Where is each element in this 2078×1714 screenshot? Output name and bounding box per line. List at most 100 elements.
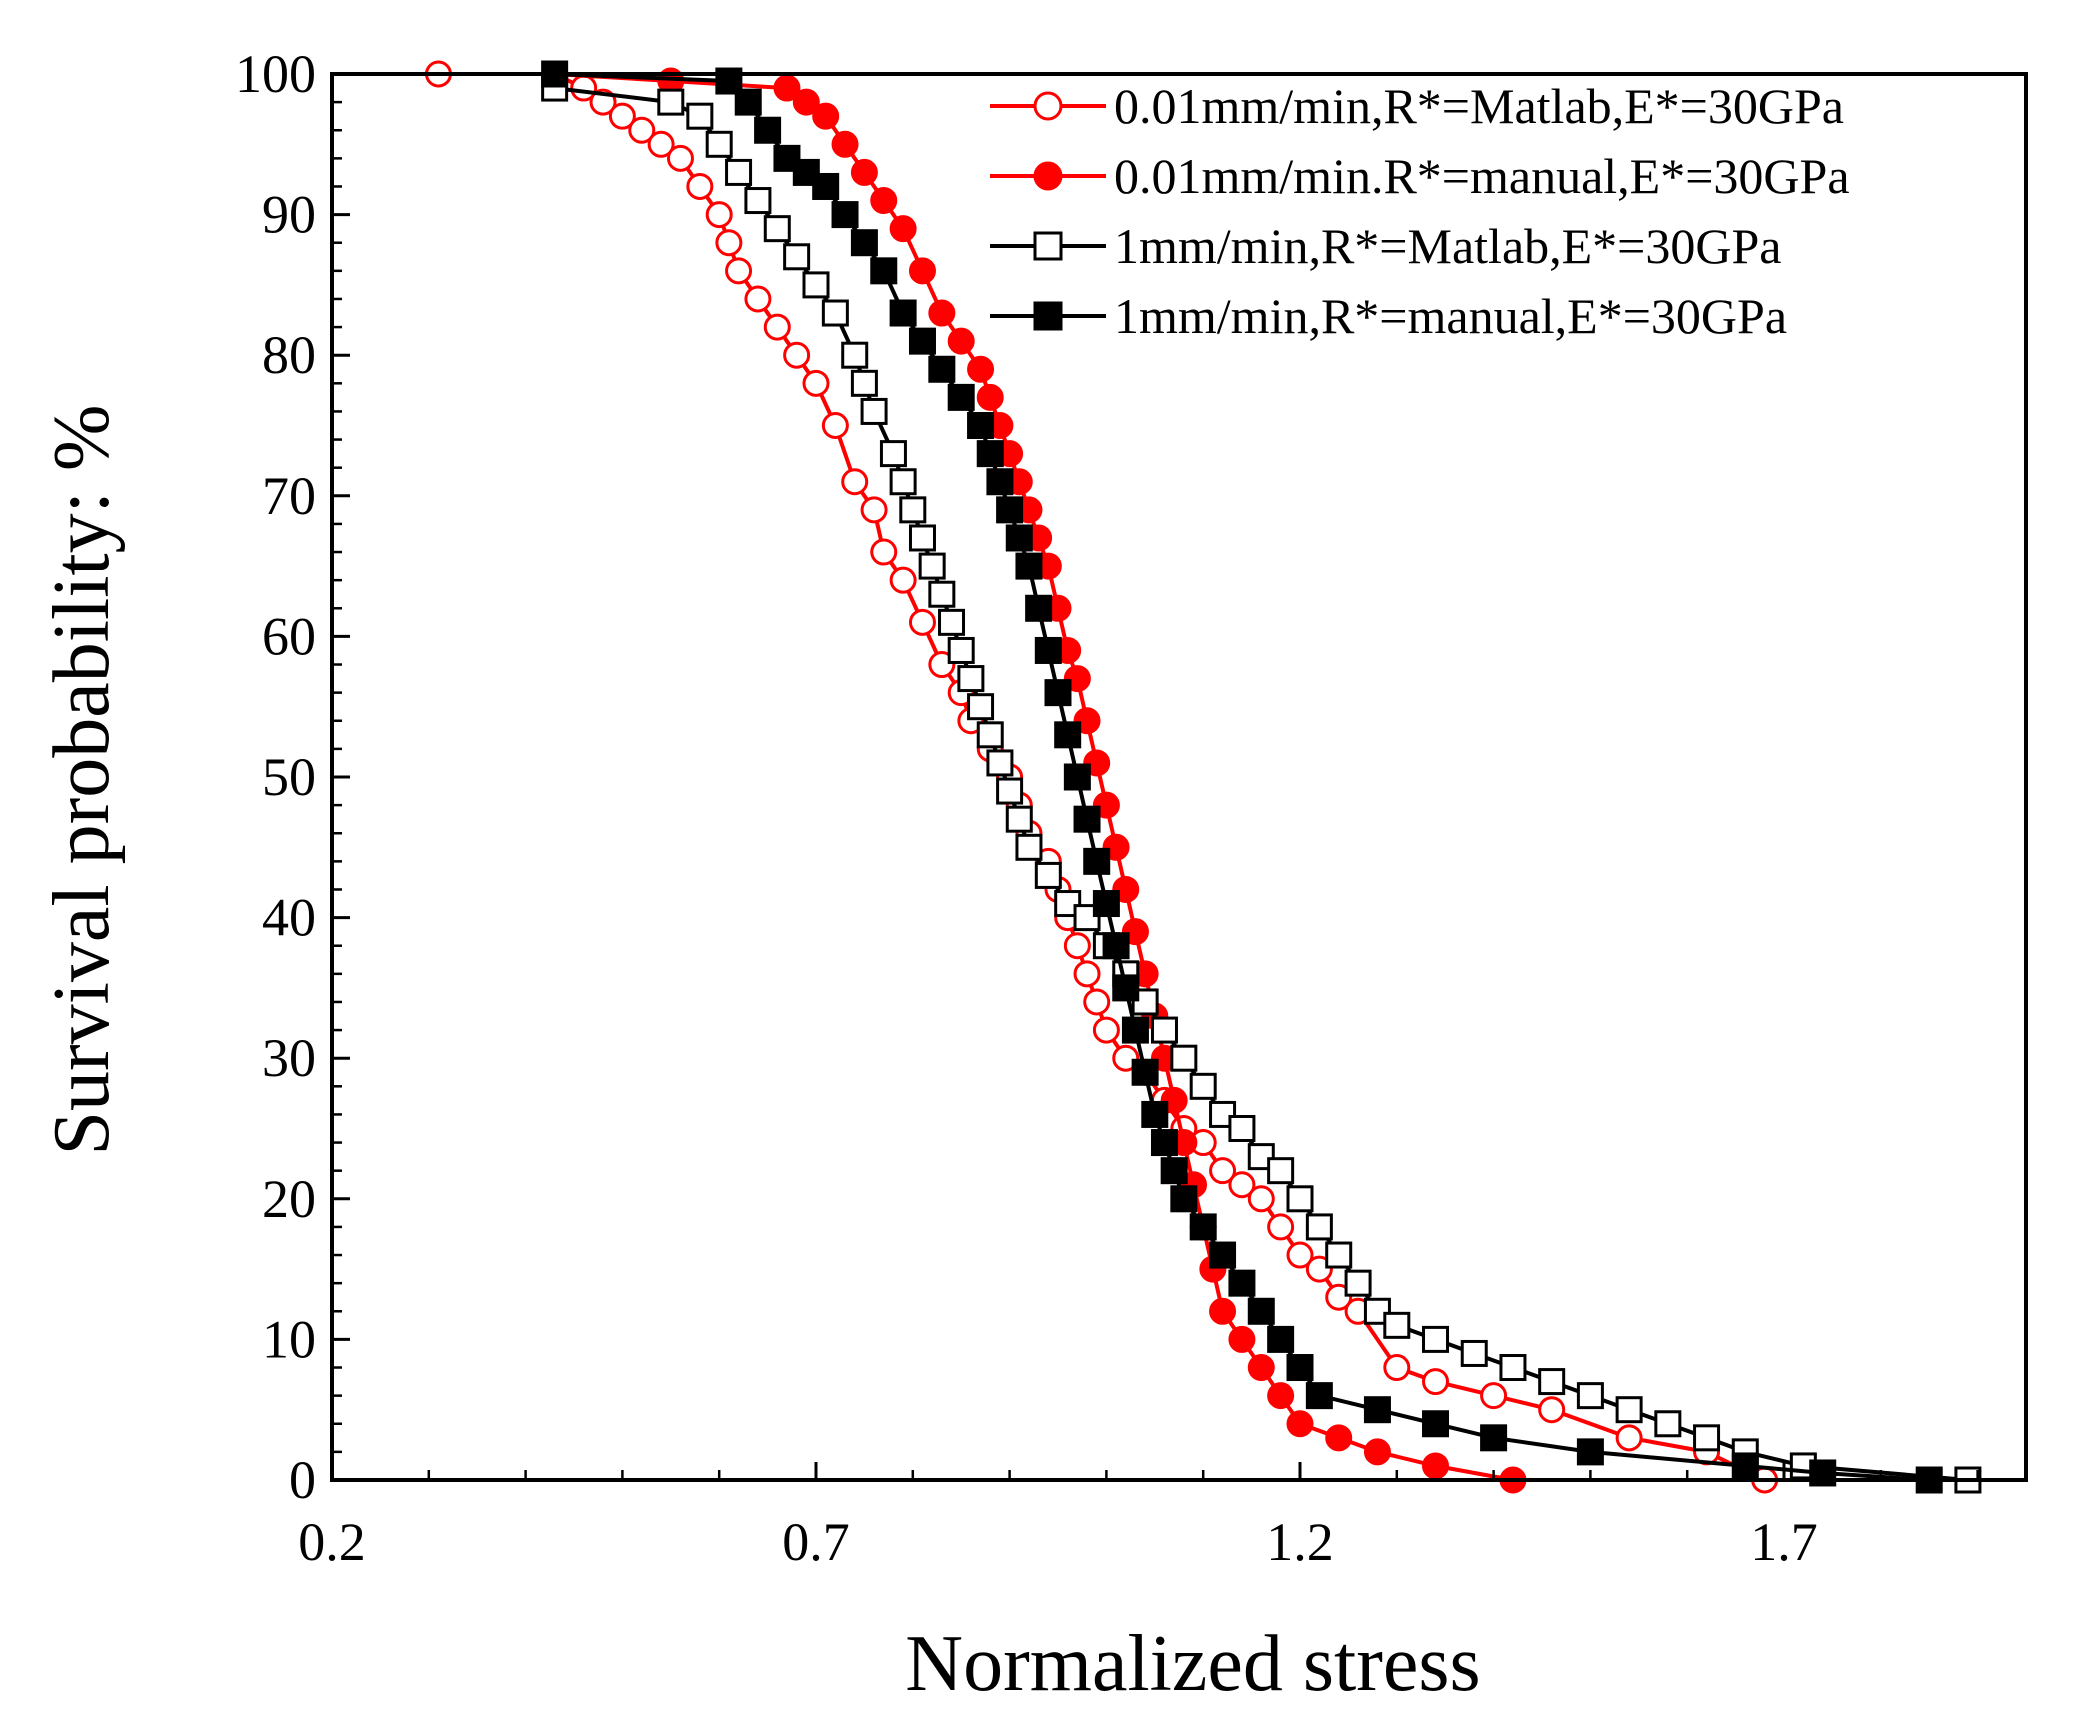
data-point xyxy=(1209,1297,1237,1325)
data-point xyxy=(657,88,685,116)
data-point xyxy=(1538,1396,1566,1424)
data-point xyxy=(1170,1185,1198,1213)
x-tick-label: 1.2 xyxy=(1266,1512,1334,1572)
data-point xyxy=(1480,1382,1508,1410)
data-point xyxy=(889,215,917,243)
data-point xyxy=(802,369,830,397)
data-point xyxy=(1383,1311,1411,1339)
y-tick-label: 40 xyxy=(262,888,316,948)
data-point xyxy=(686,102,714,130)
legend-marker xyxy=(1033,161,1063,191)
y-tick-label: 30 xyxy=(262,1028,316,1088)
data-point xyxy=(1247,1354,1275,1382)
data-point xyxy=(792,88,820,116)
data-point xyxy=(1092,1016,1120,1044)
data-point xyxy=(1654,1410,1682,1438)
data-point xyxy=(1325,1241,1353,1269)
data-point xyxy=(1092,890,1120,918)
data-point xyxy=(928,580,956,608)
data-point xyxy=(986,468,1014,496)
data-point xyxy=(1538,1368,1566,1396)
legend-marker xyxy=(1033,301,1063,331)
data-point xyxy=(1170,1044,1198,1072)
data-point xyxy=(783,341,811,369)
data-point xyxy=(976,721,1004,749)
data-point xyxy=(1150,1129,1178,1157)
x-tick-label: 0.7 xyxy=(782,1512,850,1572)
data-point xyxy=(1083,847,1111,875)
data-point xyxy=(908,327,936,355)
data-point xyxy=(666,144,694,172)
data-point xyxy=(1383,1354,1411,1382)
data-point xyxy=(1073,960,1101,988)
data-point xyxy=(889,299,917,327)
data-point xyxy=(1121,1016,1149,1044)
data-point xyxy=(1015,833,1043,861)
data-point xyxy=(1615,1424,1643,1452)
data-point xyxy=(725,257,753,285)
data-point xyxy=(1034,861,1062,889)
data-point xyxy=(1150,1016,1178,1044)
y-tick-label: 70 xyxy=(262,466,316,526)
data-point xyxy=(1034,636,1062,664)
data-point xyxy=(879,440,907,468)
data-point xyxy=(705,130,733,158)
data-point xyxy=(647,130,675,158)
data-point xyxy=(802,271,830,299)
legend-entry-4: 1mm/min,R*=manual,E*=30GPa xyxy=(990,288,1787,344)
y-tick-label: 20 xyxy=(262,1169,316,1229)
legend-entry-3: 1mm/min,R*=Matlab,E*=30GPa xyxy=(990,218,1781,274)
data-point xyxy=(1054,721,1082,749)
data-point xyxy=(1247,1185,1275,1213)
data-point xyxy=(947,383,975,411)
data-point xyxy=(1422,1325,1450,1353)
data-point xyxy=(812,102,840,130)
data-point xyxy=(841,468,869,496)
data-point xyxy=(908,608,936,636)
data-point xyxy=(996,777,1024,805)
data-point xyxy=(754,116,782,144)
data-point xyxy=(1189,1213,1217,1241)
data-point xyxy=(1267,1157,1295,1185)
data-point xyxy=(976,383,1004,411)
data-point xyxy=(812,172,840,200)
data-point xyxy=(1063,763,1091,791)
data-point xyxy=(744,285,772,313)
legend-label: 0.01mm/min.R*=manual,E*=30GPa xyxy=(1114,148,1850,204)
x-axis-title: Normalized stress xyxy=(905,1620,1480,1708)
y-tick-label: 10 xyxy=(262,1309,316,1369)
data-point xyxy=(908,524,936,552)
data-point xyxy=(1460,1339,1488,1367)
legend-marker xyxy=(1033,91,1063,121)
data-point xyxy=(1615,1396,1643,1424)
data-point xyxy=(947,327,975,355)
data-point xyxy=(1363,1438,1391,1466)
data-point xyxy=(850,229,878,257)
data-point xyxy=(831,201,859,229)
data-point xyxy=(860,397,888,425)
series-line xyxy=(554,72,1514,1482)
data-point xyxy=(986,749,1014,777)
data-point xyxy=(850,369,878,397)
data-point xyxy=(1131,1058,1159,1086)
legend-label: 1mm/min,R*=Matlab,E*=30GPa xyxy=(1114,218,1781,274)
series-3 xyxy=(541,74,1982,1494)
data-point xyxy=(870,257,898,285)
data-point xyxy=(734,88,762,116)
data-point xyxy=(860,496,888,524)
data-point xyxy=(1731,1452,1759,1480)
y-tick-label: 80 xyxy=(262,325,316,385)
data-point xyxy=(1112,974,1140,1002)
data-point xyxy=(1422,1452,1450,1480)
data-point xyxy=(1073,805,1101,833)
data-point xyxy=(705,201,733,229)
data-point xyxy=(870,538,898,566)
data-point xyxy=(1189,1072,1217,1100)
data-point xyxy=(928,299,956,327)
y-tick-label: 60 xyxy=(262,606,316,666)
data-point xyxy=(608,102,636,130)
y-axis-title: Survival probability: % xyxy=(38,404,126,1155)
data-point xyxy=(1480,1424,1508,1452)
data-point xyxy=(1209,1157,1237,1185)
